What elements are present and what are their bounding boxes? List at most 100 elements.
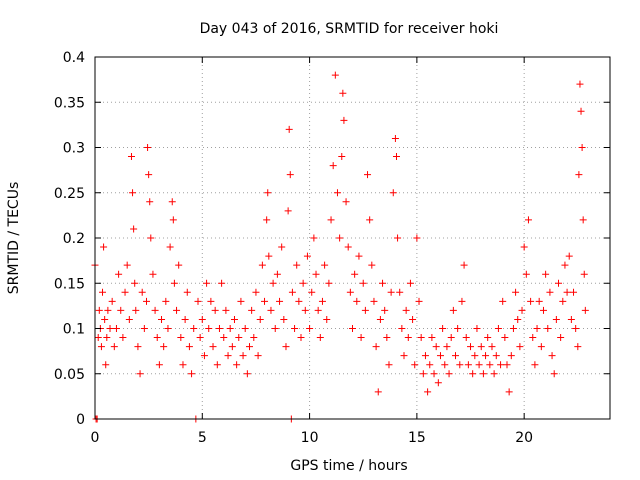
data-point [269,279,277,287]
data-point [131,279,139,287]
data-point [441,361,449,369]
data-point [264,189,272,197]
data-point [102,361,110,369]
data-point [396,288,404,296]
data-point [136,370,144,378]
data-point [188,370,196,378]
x-tick-label: 15 [408,430,426,446]
data-point [469,370,477,378]
data-point [151,306,159,314]
data-point [147,234,155,242]
data-point [246,343,253,351]
data-point [179,361,187,369]
data-point [475,361,483,369]
y-tick-label: 0 [76,412,85,428]
data-point [166,243,174,251]
data-point [155,361,163,369]
data-points [91,71,589,423]
data-point [198,315,206,323]
data-point [473,325,481,332]
data-point [145,171,153,179]
data-point [123,261,131,269]
data-point [533,325,541,332]
data-point [379,279,387,287]
x-axis-title: GPS time / hours [290,458,407,474]
data-point [392,153,400,161]
data-point [160,343,168,351]
data-point [518,306,526,314]
data-point [218,279,226,287]
data-point [112,325,120,332]
data-point [479,370,487,378]
data-point [278,243,286,251]
data-point [488,343,496,351]
data-point [222,306,230,314]
y-tick-label: 0.2 [63,231,85,247]
data-point [130,225,138,233]
data-point [303,252,311,260]
data-point [409,315,417,323]
data-point [164,325,172,332]
data-point [143,297,150,305]
data-point [117,306,125,314]
data-point [344,243,352,251]
data-point [366,216,374,224]
data-point [353,297,361,305]
data-point [575,171,583,179]
data-point [503,361,511,369]
data-point [430,370,438,378]
data-point [505,388,513,396]
data-point [452,352,459,360]
data-point [439,325,447,332]
data-point [424,388,432,396]
data-point [169,216,177,224]
data-point [359,279,367,287]
data-point [387,288,395,296]
data-point [391,134,399,142]
data-point [248,306,256,314]
data-point [419,370,427,378]
data-point [361,306,369,314]
data-point [95,306,103,314]
data-point [458,297,466,305]
data-point [537,343,545,351]
data-point [228,343,236,351]
data-point [237,297,245,305]
data-point [138,288,146,296]
data-point [514,315,522,323]
data-point [426,361,434,369]
data-point [301,306,309,314]
data-point [149,270,157,278]
data-point [581,306,589,314]
data-point [346,288,354,296]
data-point [574,343,582,351]
data-point [563,288,571,296]
data-point [550,370,558,378]
data-point [308,288,316,296]
data-point [162,297,170,305]
data-point [492,352,500,360]
data-point [512,288,520,296]
data-point [370,297,378,305]
data-point [325,279,333,287]
data-point [316,334,324,342]
data-point [413,234,421,242]
data-point [385,361,393,369]
data-point [535,297,543,305]
data-point [368,261,376,269]
data-point [340,116,348,124]
y-tick-label: 0.05 [54,367,85,383]
data-point [177,334,185,342]
data-point [252,288,260,296]
data-point [428,334,436,342]
data-point [520,243,528,251]
data-point [462,334,470,342]
data-point [190,325,198,332]
y-tick-label: 0.15 [54,276,85,292]
data-point [196,334,204,342]
data-point [402,306,410,314]
data-point [181,315,189,323]
data-point [372,343,380,351]
data-point [106,325,114,332]
